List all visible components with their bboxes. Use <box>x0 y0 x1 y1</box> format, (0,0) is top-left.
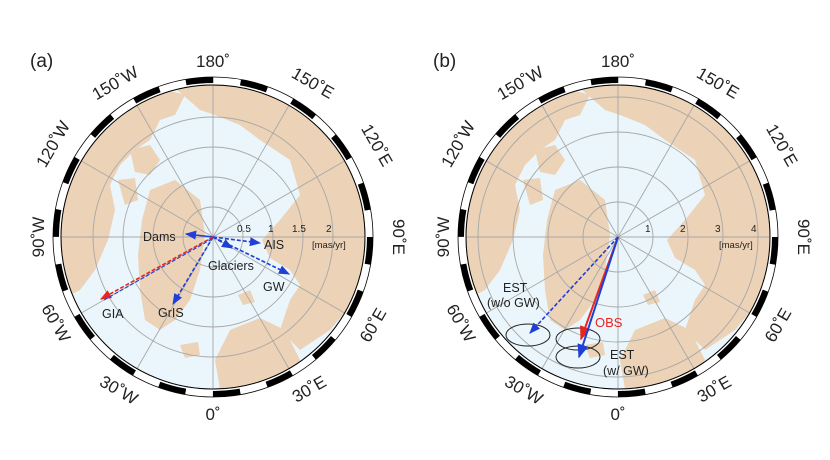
frame-b <box>465 84 771 390</box>
lon-label: 30˚E <box>289 372 330 406</box>
ring-label: 2 <box>680 224 686 235</box>
lon-label: 120˚E <box>357 121 396 170</box>
lon-label: 0˚ <box>610 405 625 424</box>
panel-label-b: (b) <box>433 51 456 72</box>
lon-label: 60˚W <box>442 301 479 346</box>
vector-gia-shadow <box>103 238 213 301</box>
panel-label-a: (a) <box>30 51 53 72</box>
ring-label: 1.5 <box>292 224 306 235</box>
ring-labels-a: 0.5 1 1.5 2 [mas/yr] <box>237 224 346 251</box>
ring-label: 2 <box>326 224 332 235</box>
lon-label: 60˚W <box>37 301 74 346</box>
ring-label: 3 <box>715 224 721 235</box>
ring-label: 4 <box>751 224 757 235</box>
vector-gw <box>212 236 291 275</box>
vector-gris <box>172 236 214 305</box>
vector-labels-a: Dams AIS Glaciers GW GrIS GIA <box>102 230 285 321</box>
vector-label-est-w-gw-line1: EST <box>610 348 635 362</box>
lon-label: 90˚W <box>29 217 48 258</box>
vector-label-est-w-gw-line2: (w/ GW) <box>603 364 649 378</box>
lon-label: 30˚E <box>694 372 735 406</box>
lon-label: 120˚E <box>762 121 801 170</box>
frame-bold-a <box>53 77 373 397</box>
vector-label-est-wo-gw-line2: (w/o GW) <box>487 296 540 310</box>
unit-label: [mas/yr] <box>719 240 753 251</box>
panel-a: (a) <box>29 51 408 424</box>
lon-label: 120˚W <box>32 118 73 171</box>
ring-label: 1 <box>268 224 274 235</box>
unit-label: [mas/yr] <box>312 240 346 251</box>
lon-label: 0˚ <box>205 405 220 424</box>
lon-label: 90˚E <box>389 219 408 255</box>
vector-label-glaciers: Glaciers <box>208 259 254 273</box>
vectors-b <box>529 236 619 359</box>
vector-label-gia: GIA <box>102 307 124 321</box>
lon-label: 30˚W <box>96 372 141 409</box>
lon-label: 180˚ <box>196 52 230 71</box>
vector-label-gw: GW <box>263 280 285 294</box>
lon-label: 90˚E <box>794 219 813 255</box>
vector-est-w-gw <box>577 236 619 359</box>
vector-est-wo-gw <box>529 236 619 334</box>
lon-label: 60˚E <box>761 305 795 346</box>
vector-gia <box>100 236 214 300</box>
vectors-a <box>100 230 291 305</box>
vector-label-ais: AIS <box>264 238 284 252</box>
ring-labels-b: 1 2 3 4 [mas/yr] <box>645 224 757 251</box>
lon-label: 120˚W <box>437 118 478 171</box>
vector-label-gris: GrIS <box>158 306 184 320</box>
frame-bold-b <box>458 77 778 397</box>
ring-label: 0.5 <box>237 224 251 235</box>
vector-label-est-wo-gw-line1: EST <box>503 281 528 295</box>
ring-label: 1 <box>645 224 651 235</box>
lon-label: 30˚W <box>501 372 546 409</box>
lon-label: 180˚ <box>601 52 635 71</box>
vector-label-dams: Dams <box>143 230 176 244</box>
lon-label: 60˚E <box>356 305 390 346</box>
lon-label: 90˚W <box>434 217 453 258</box>
frame-a <box>60 84 366 390</box>
vector-label-obs: OBS <box>595 315 623 330</box>
vector-ais <box>212 236 262 247</box>
ellipse-est-wo-gw <box>505 323 551 347</box>
lon-label: 150˚E <box>693 64 742 103</box>
vector-labels-b: OBS EST (w/ GW) EST (w/o GW) <box>487 281 649 378</box>
panel-b: (b) <box>433 51 813 424</box>
lon-label: 150˚E <box>288 64 337 103</box>
vector-dams <box>184 230 214 240</box>
